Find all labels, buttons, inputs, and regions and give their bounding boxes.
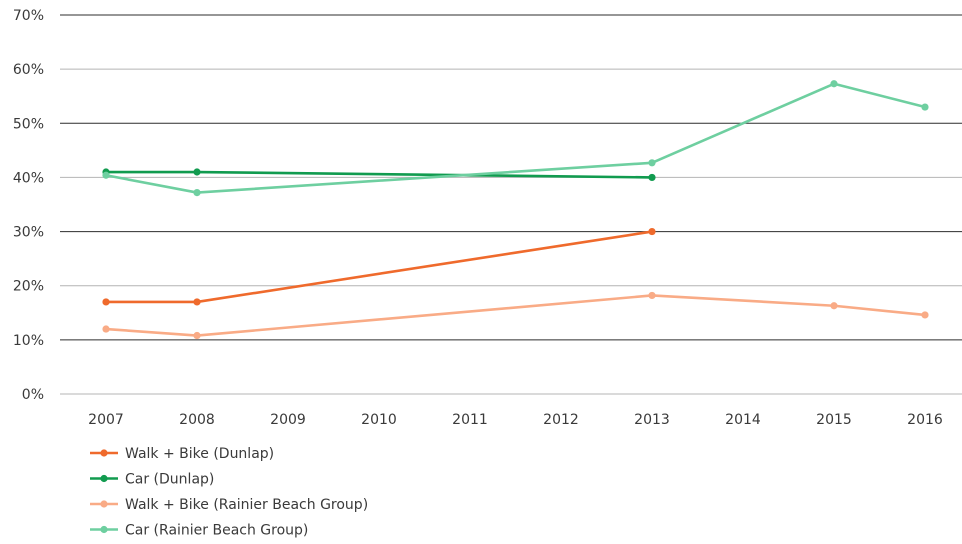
data-point xyxy=(921,311,929,319)
x-tick-label: 2013 xyxy=(634,412,670,428)
x-tick-label: 2015 xyxy=(816,412,852,428)
series-0 xyxy=(102,227,656,306)
y-tick-label: 70% xyxy=(13,8,44,24)
x-tick-label: 2009 xyxy=(270,412,306,428)
y-tick-label: 60% xyxy=(13,62,44,78)
legend-item: Car (Rainier Beach Group) xyxy=(90,523,308,539)
y-tick-label: 50% xyxy=(13,116,44,132)
series-2 xyxy=(102,291,929,340)
y-tick-label: 0% xyxy=(22,387,44,403)
data-point xyxy=(921,103,929,111)
data-point xyxy=(830,302,838,310)
data-point xyxy=(193,298,201,306)
legend: Walk + Bike (Dunlap) Car (Dunlap) Walk + B… xyxy=(90,446,368,539)
x-tick-label: 2012 xyxy=(543,412,579,428)
y-tick-label: 40% xyxy=(13,170,44,186)
series-3 xyxy=(102,80,929,197)
legend-item: Car (Dunlap) xyxy=(90,472,214,488)
data-point xyxy=(830,80,838,88)
x-tick-label: 2011 xyxy=(452,412,488,428)
x-tick-label: 2007 xyxy=(88,412,124,428)
data-point xyxy=(648,291,656,300)
legend-item: Walk + Bike (Rainier Beach Group) xyxy=(90,497,368,513)
legend-item: Walk + Bike (Dunlap) xyxy=(90,446,274,462)
data-point xyxy=(648,227,656,236)
y-tick-label: 20% xyxy=(13,279,44,295)
x-axis-ticks: 2007 2008 2009 2010 2011 2012 2013 2014 2015 2016 xyxy=(88,412,943,428)
legend-label: Car (Rainier Beach Group) xyxy=(125,523,308,539)
legend-swatch-marker xyxy=(100,525,108,534)
legend-swatch-marker xyxy=(100,500,108,508)
legend-swatch-marker xyxy=(100,474,108,483)
data-point xyxy=(102,325,110,333)
data-point xyxy=(648,173,656,182)
legend-label: Car (Dunlap) xyxy=(125,472,214,488)
data-point xyxy=(102,298,110,306)
data-point xyxy=(193,331,201,340)
y-tick-label: 10% xyxy=(13,333,44,349)
legend-label: Walk + Bike (Dunlap) xyxy=(125,446,274,462)
x-tick-label: 2014 xyxy=(725,412,761,428)
y-axis-ticks: 0% 10% 20% 30% 40% 50% 60% 70% xyxy=(13,8,44,403)
y-tick-label: 30% xyxy=(13,225,44,241)
data-point xyxy=(648,159,656,167)
data-point xyxy=(102,171,110,179)
data-point xyxy=(193,188,201,197)
gridlines xyxy=(60,14,962,395)
series-1 xyxy=(102,168,656,182)
x-tick-label: 2016 xyxy=(907,412,943,428)
x-tick-label: 2008 xyxy=(179,412,215,428)
series-line xyxy=(105,294,926,337)
data-point xyxy=(193,168,201,176)
legend-swatch-marker xyxy=(100,449,108,457)
series-line xyxy=(106,230,653,304)
legend-label: Walk + Bike (Rainier Beach Group) xyxy=(125,497,368,513)
x-tick-label: 2010 xyxy=(361,412,397,428)
series-line xyxy=(106,170,653,179)
series-lines xyxy=(102,80,929,340)
